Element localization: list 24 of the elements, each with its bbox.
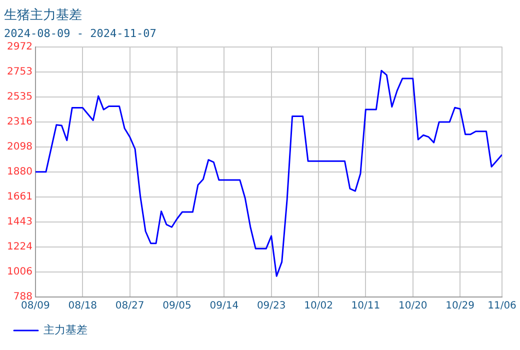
x-tick-label: 09/14	[210, 300, 239, 312]
y-tick-label: 1661	[6, 192, 32, 203]
chart-subtitle: 2024-08-09 - 2024-11-07	[4, 27, 156, 40]
y-tick-label: 2316	[6, 116, 32, 128]
y-tick-label: 2535	[6, 91, 32, 102]
x-tick-label: 09/05	[162, 300, 192, 312]
y-tick-label: 2972	[6, 41, 32, 52]
x-tick-label: 11/06	[488, 300, 516, 312]
x-tick-label: 10/02	[304, 300, 333, 312]
x-tick-label: 10/20	[398, 300, 428, 312]
x-tick-label: 09/23	[256, 300, 286, 312]
x-tick-label: 08/27	[115, 300, 144, 312]
legend-label: 主力基差	[44, 323, 88, 336]
y-tick-label: 1880	[6, 166, 32, 178]
chart-title: 生猪主力基差	[4, 7, 82, 24]
y-tick-label: 2753	[6, 66, 32, 78]
y-tick-label: 1224	[6, 242, 32, 253]
x-tick-label: 10/11	[351, 300, 380, 312]
y-tick-label: 2098	[6, 142, 32, 153]
x-tick-label: 08/18	[68, 300, 98, 312]
x-tick-label: 08/09	[21, 300, 50, 312]
y-tick-label: 1443	[6, 216, 32, 228]
x-tick-label: 10/29	[446, 300, 474, 312]
y-tick-label: 1006	[6, 266, 32, 278]
